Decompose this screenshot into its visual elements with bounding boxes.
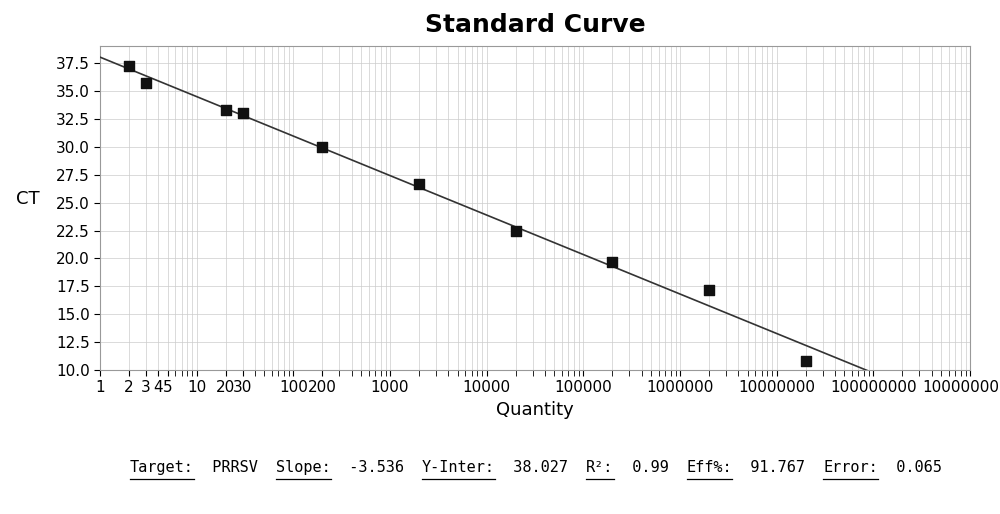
X-axis label: Quantity: Quantity xyxy=(496,401,574,419)
Point xyxy=(508,226,524,234)
Point xyxy=(235,109,251,117)
Point xyxy=(314,143,330,151)
Point xyxy=(138,79,154,87)
Point xyxy=(798,357,814,365)
Point xyxy=(411,179,427,188)
Title: Standard Curve: Standard Curve xyxy=(425,13,645,38)
Point xyxy=(218,106,234,114)
Text: 0.065: 0.065 xyxy=(878,460,942,475)
Text: Slope:: Slope: xyxy=(276,460,331,475)
Text: Y-Inter:: Y-Inter: xyxy=(422,460,495,475)
Text: 91.767: 91.767 xyxy=(732,460,824,475)
Point xyxy=(121,62,137,70)
Text: 0.99: 0.99 xyxy=(614,460,687,475)
Text: Eff%:: Eff%: xyxy=(687,460,732,475)
Text: 38.027: 38.027 xyxy=(495,460,586,475)
Text: Target:: Target: xyxy=(130,460,194,475)
Text: R²:: R²: xyxy=(586,460,614,475)
Point xyxy=(604,258,620,266)
Text: -3.536: -3.536 xyxy=(331,460,422,475)
Point xyxy=(701,286,717,294)
Text: Error:: Error: xyxy=(823,460,878,475)
Text: PRRSV: PRRSV xyxy=(194,460,276,475)
Y-axis label: CT: CT xyxy=(16,190,40,208)
